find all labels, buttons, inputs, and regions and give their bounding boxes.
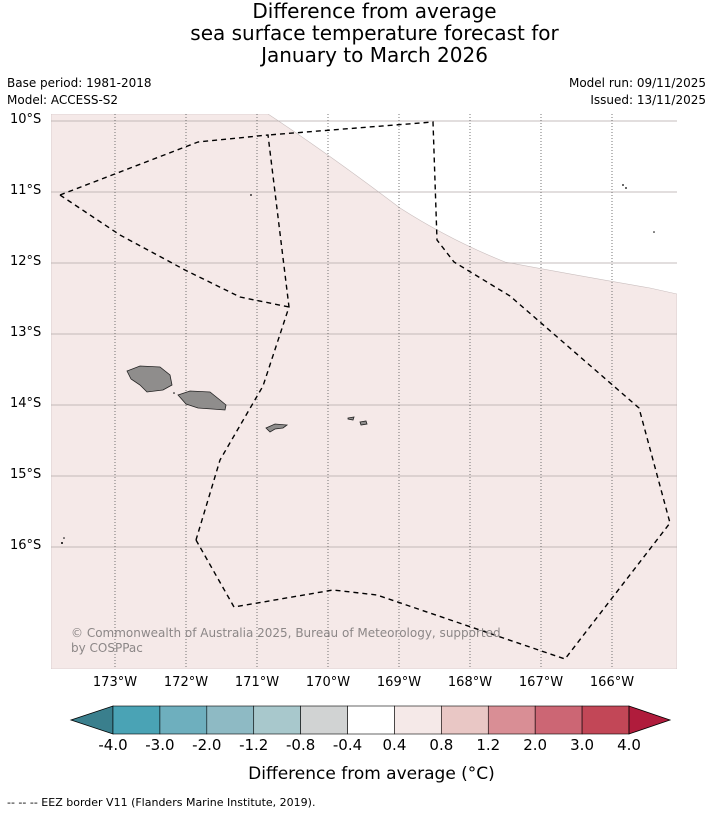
lon-label-166w: 166°W bbox=[589, 675, 635, 690]
eez-legend-note: -- -- -- EEZ border V11 (Flanders Marine… bbox=[7, 796, 316, 809]
lon-label-172w: 172°W bbox=[163, 675, 209, 690]
lat-gridlines bbox=[51, 120, 677, 548]
lat-label-11s: 11°S bbox=[10, 183, 42, 198]
meta-right: Model run: 09/11/2025 Issued: 13/11/2025 bbox=[569, 75, 706, 109]
issued-date: Issued: 13/11/2025 bbox=[590, 93, 706, 107]
small-islets bbox=[61, 184, 655, 544]
colorbar-tick-label: -4.0 bbox=[98, 736, 128, 754]
colorbar-segment bbox=[300, 705, 348, 735]
colorbar-tick-label: 0.8 bbox=[429, 736, 454, 754]
colorbar-tick-label: -2.0 bbox=[192, 736, 222, 754]
lon-gridlines bbox=[114, 114, 613, 669]
colorbar-segment bbox=[441, 705, 489, 735]
colorbar-tick-label: 0.4 bbox=[382, 736, 407, 754]
land-masses bbox=[126, 365, 368, 433]
colorbar-segment bbox=[534, 705, 583, 735]
colorbar-tick-label: 2.0 bbox=[523, 736, 548, 754]
title-line-1: Difference from average bbox=[252, 0, 497, 23]
lon-label-171w: 171°W bbox=[234, 675, 280, 690]
savaii-island bbox=[126, 365, 173, 393]
model-run: Model run: 09/11/2025 bbox=[568, 76, 706, 90]
lat-label-16s: 16°S bbox=[10, 538, 42, 553]
lat-label-10s: 10°S bbox=[10, 112, 42, 127]
colorbar-tick-label: -3.0 bbox=[145, 736, 175, 754]
lon-label-169w: 169°W bbox=[376, 675, 422, 690]
lon-label-170w: 170°W bbox=[305, 675, 351, 690]
lon-label-173w: 173°W bbox=[92, 675, 138, 690]
copyright-line-2: by COSPPac bbox=[71, 641, 143, 655]
colorbar-segment bbox=[112, 705, 161, 735]
colorbar-low-extension bbox=[69, 705, 114, 735]
ofu-island bbox=[347, 416, 355, 421]
colorbar-segment bbox=[159, 705, 208, 735]
sst-anomaly-area bbox=[51, 114, 677, 669]
title-line-2: sea surface temperature forecast for bbox=[190, 21, 559, 45]
lat-label-13s: 13°S bbox=[10, 325, 42, 340]
copyright-line-1: © Commonwealth of Australia 2025, Bureau… bbox=[71, 626, 501, 640]
lon-label-167w: 167°W bbox=[518, 675, 564, 690]
eez-borders bbox=[59, 121, 671, 660]
copyright-notice: © Commonwealth of Australia 2025, Bureau… bbox=[71, 626, 501, 656]
chart-title: Difference from average sea surface temp… bbox=[0, 0, 713, 66]
title-line-3: January to March 2026 bbox=[261, 43, 488, 67]
colorbar-high-extension bbox=[628, 705, 672, 735]
colorbar-title: Difference from average (°C) bbox=[248, 764, 495, 784]
colorbar-tick-label: -0.4 bbox=[332, 736, 363, 754]
colorbar-segment bbox=[347, 705, 395, 735]
colorbar-tick-label: -0.8 bbox=[285, 736, 316, 754]
colorbar-segment bbox=[253, 705, 301, 735]
lat-label-15s: 15°S bbox=[10, 467, 42, 482]
base-period: Base period: 1981-2018 bbox=[7, 76, 152, 90]
colorbar bbox=[69, 705, 672, 735]
upolu-island bbox=[177, 390, 227, 411]
colorbar-segment bbox=[487, 705, 536, 735]
colorbar-tick-label: -1.2 bbox=[239, 736, 269, 754]
lat-label-12s: 12°S bbox=[10, 254, 42, 269]
colorbar-tick-label: 1.2 bbox=[476, 736, 501, 754]
model-name: Model: ACCESS-S2 bbox=[7, 93, 119, 107]
eez-american-samoa bbox=[59, 121, 671, 660]
colorbar-tick-label: 4.0 bbox=[617, 736, 641, 754]
colorbar-segment bbox=[581, 705, 630, 735]
lat-label-14s: 14°S bbox=[10, 396, 42, 411]
colorbar-tick-label: 3.0 bbox=[570, 736, 594, 754]
meta-left: Base period: 1981-2018 Model: ACCESS-S2 bbox=[7, 75, 152, 109]
tau-island bbox=[359, 420, 368, 426]
tutuila-island bbox=[265, 423, 289, 433]
eez-samoa bbox=[59, 134, 290, 541]
colorbar-segment bbox=[206, 705, 255, 735]
colorbar-segment bbox=[394, 705, 442, 735]
lon-label-168w: 168°W bbox=[447, 675, 493, 690]
